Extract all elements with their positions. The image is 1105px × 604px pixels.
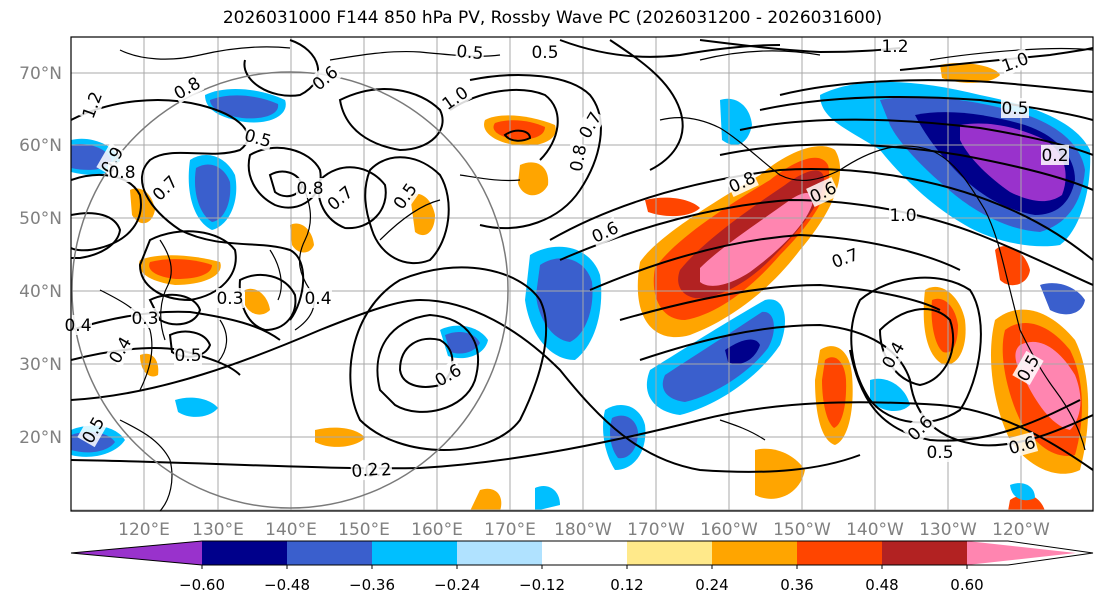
- colorbar-segment: [71, 541, 202, 565]
- lon-label: 170°W: [627, 520, 685, 540]
- colorbar-segment: [627, 541, 712, 565]
- colorbar-segment: [882, 541, 967, 565]
- lon-label: 180°W: [554, 520, 612, 540]
- svg-text:0.5: 0.5: [456, 42, 485, 64]
- colorbar-tick-label: −0.48: [264, 576, 310, 594]
- svg-text:0.2: 0.2: [351, 460, 380, 482]
- colorbar-segment: [372, 541, 457, 565]
- lon-label: 160°W: [700, 520, 758, 540]
- svg-text:0.2: 0.2: [1041, 146, 1068, 166]
- svg-text:0.4: 0.4: [304, 289, 331, 309]
- svg-text:0.4: 0.4: [64, 316, 91, 336]
- contour-labels: 1.20.8 0.60.5 0.51.00.70.81.21.00.40.50.20…: [64, 36, 1069, 482]
- map-title: 2026031000 F144 850 hPa PV, Rossby Wave …: [222, 8, 883, 28]
- colorbar-segment: [797, 541, 882, 565]
- colorbar-segment: [542, 541, 627, 565]
- lon-label: 170°E: [484, 520, 536, 540]
- contour-label: 0.8: [565, 142, 591, 174]
- colorbar-segment: [712, 541, 797, 565]
- contour-label: 0.5: [531, 42, 559, 63]
- colorbar-tick-label: −0.60: [179, 576, 225, 594]
- lon-label: 120°E: [118, 520, 170, 540]
- contour-label: 0.5: [241, 124, 275, 152]
- svg-text:0.3: 0.3: [216, 289, 243, 309]
- svg-text:0.5: 0.5: [926, 443, 953, 463]
- colorbar-tick-label: −0.12: [519, 576, 565, 594]
- colorbar: −0.60 −0.48 −0.36 −0.24 −0.12 0.12 0.24 0.36 0.4…: [70, 540, 1094, 594]
- contour-label: 0.8: [296, 178, 324, 199]
- lon-label: 130°W: [919, 520, 977, 540]
- contour-label: 0.5: [174, 345, 202, 366]
- colorbar-segment: [457, 541, 542, 565]
- lat-label: 70°N: [19, 64, 62, 84]
- contour-label: 0.4: [64, 315, 92, 336]
- colorbar-tick-label: 0.60: [950, 576, 983, 594]
- contour-label: 0.5: [1001, 98, 1029, 119]
- colorbar-segment: [967, 541, 1076, 565]
- contour-label: 1.2: [881, 36, 909, 57]
- lon-label: 130°E: [192, 520, 244, 540]
- lon-label: 140°W: [846, 520, 904, 540]
- colorbar-tick-label: −0.36: [349, 576, 395, 594]
- contour-label: 0.3: [131, 308, 159, 329]
- contour-label: 0.8: [108, 162, 136, 183]
- svg-text:0.8: 0.8: [296, 179, 323, 199]
- map-frame: [70, 36, 1094, 512]
- svg-text:1.0: 1.0: [889, 206, 916, 226]
- colorbar-tick-label: 0.48: [865, 576, 898, 594]
- contour-label: 0.3: [216, 288, 244, 309]
- svg-text:0.5: 0.5: [174, 346, 201, 366]
- lon-label: 120°W: [992, 520, 1050, 540]
- lon-label: 150°E: [338, 520, 390, 540]
- longitude-labels: 120°E 130°E 140°E 150°E 160°E 170°E 180°W 170°W…: [118, 520, 1050, 540]
- svg-text:0.5: 0.5: [1001, 99, 1028, 119]
- svg-text:0.8: 0.8: [108, 163, 135, 183]
- colorbar-segment: [287, 541, 372, 565]
- lat-label: 40°N: [19, 282, 62, 302]
- projection-circle: [71, 71, 509, 509]
- lon-label: 160°E: [411, 520, 463, 540]
- latitude-labels: 70°N 60°N 50°N 40°N 30°N 20°N: [19, 64, 62, 448]
- contour-label: 0.2: [1041, 145, 1069, 166]
- lon-label: 150°W: [773, 520, 831, 540]
- svg-text:0.5: 0.5: [531, 43, 558, 63]
- colorbar-segment: [202, 541, 287, 565]
- colorbar-tick-label: 0.24: [695, 576, 728, 594]
- contour-label: 1.0: [889, 205, 917, 226]
- colorbar-tick-label: 0.36: [780, 576, 813, 594]
- coastlines: [99, 46, 1093, 511]
- lon-label: 140°E: [265, 520, 317, 540]
- lat-label: 50°N: [19, 209, 62, 229]
- svg-text:1.2: 1.2: [881, 37, 908, 57]
- contour-label: 0.5: [455, 40, 485, 64]
- colorbar-tick-label: 0.12: [610, 576, 643, 594]
- svg-text:0.8: 0.8: [567, 143, 591, 173]
- lat-label: 60°N: [19, 136, 62, 156]
- lat-label: 20°N: [19, 428, 62, 448]
- lat-label: 30°N: [19, 355, 62, 375]
- contour-label: 0.5: [926, 442, 954, 463]
- svg-text:0.3: 0.3: [131, 309, 158, 329]
- contour-label: 0.2: [350, 458, 380, 482]
- contour-label: 0.4: [304, 288, 332, 309]
- colorbar-tick-label: −0.24: [434, 576, 480, 594]
